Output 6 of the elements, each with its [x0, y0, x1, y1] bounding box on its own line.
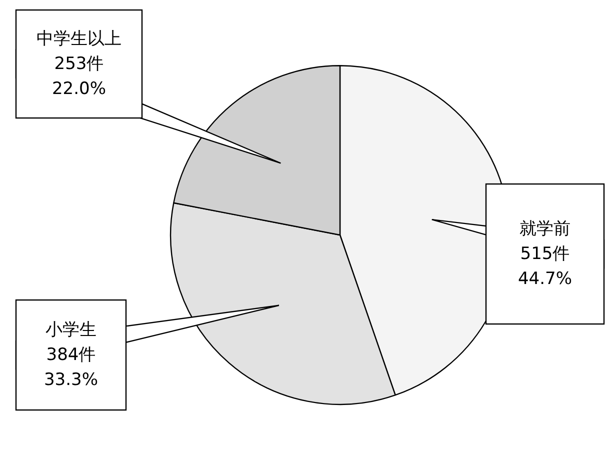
- data-label: 384件 33.3%: [44, 345, 98, 390]
- slice-label: 小学生: [46, 320, 96, 340]
- data-label: 253件 22.0%: [52, 54, 106, 99]
- slice-label: 就学前: [520, 219, 570, 239]
- slice-label: 中学生以上: [36, 29, 122, 49]
- data-label: 515件 44.7%: [518, 244, 572, 289]
